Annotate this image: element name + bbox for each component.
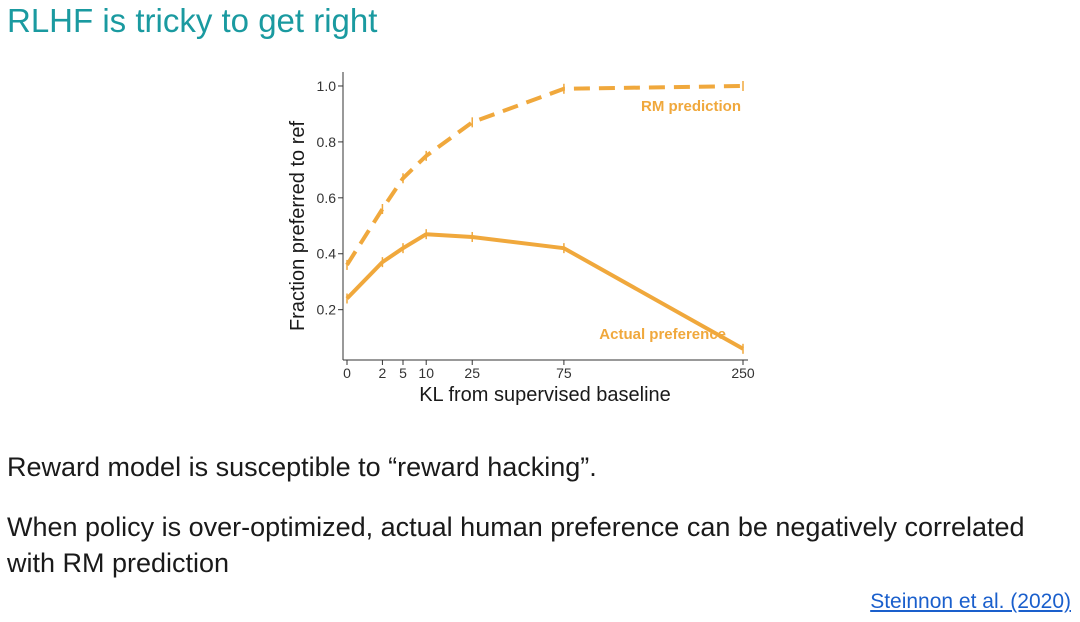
series-layer	[345, 80, 744, 354]
body-text-reward-hacking: Reward model is susceptible to “reward h…	[7, 452, 597, 482]
series-label-rm-prediction: RM prediction	[641, 98, 741, 115]
y-tick-label: 0.4	[317, 246, 337, 262]
y-axis: 0.2 0.4 0.6 0.8 1.0 Fraction preferred to re…	[287, 72, 344, 360]
x-axis: 0 2 5 10 25 75 250 KL from supervised baseline	[343, 359, 755, 406]
x-tick-label: 75	[556, 365, 572, 381]
series-label-actual-preference: Actual preference	[599, 326, 726, 343]
x-tick-label: 5	[399, 365, 407, 381]
body-text-over-optimized: When policy is over-optimized, actual hu…	[7, 512, 1025, 579]
x-tick-label: 10	[418, 365, 434, 381]
line-chart: 0.2 0.4 0.6 0.8 1.0 Fraction preferred to re…	[287, 72, 755, 406]
x-axis-title: KL from supervised baseline	[419, 384, 671, 406]
y-tick-label: 0.6	[317, 190, 337, 206]
y-tick-label: 0.2	[317, 302, 337, 318]
x-tick-label: 2	[379, 365, 387, 381]
y-tick-label: 1.0	[317, 78, 337, 94]
y-axis-title: Fraction preferred to ref	[287, 121, 309, 332]
x-tick-label: 0	[343, 365, 351, 381]
slide-title: RLHF is tricky to get right	[7, 2, 378, 39]
x-tick-label: 25	[464, 365, 480, 381]
citation-link[interactable]: Steinnon et al. (2020)	[870, 590, 1071, 613]
y-tick-label: 0.8	[317, 134, 337, 150]
x-tick-label: 250	[731, 365, 755, 381]
